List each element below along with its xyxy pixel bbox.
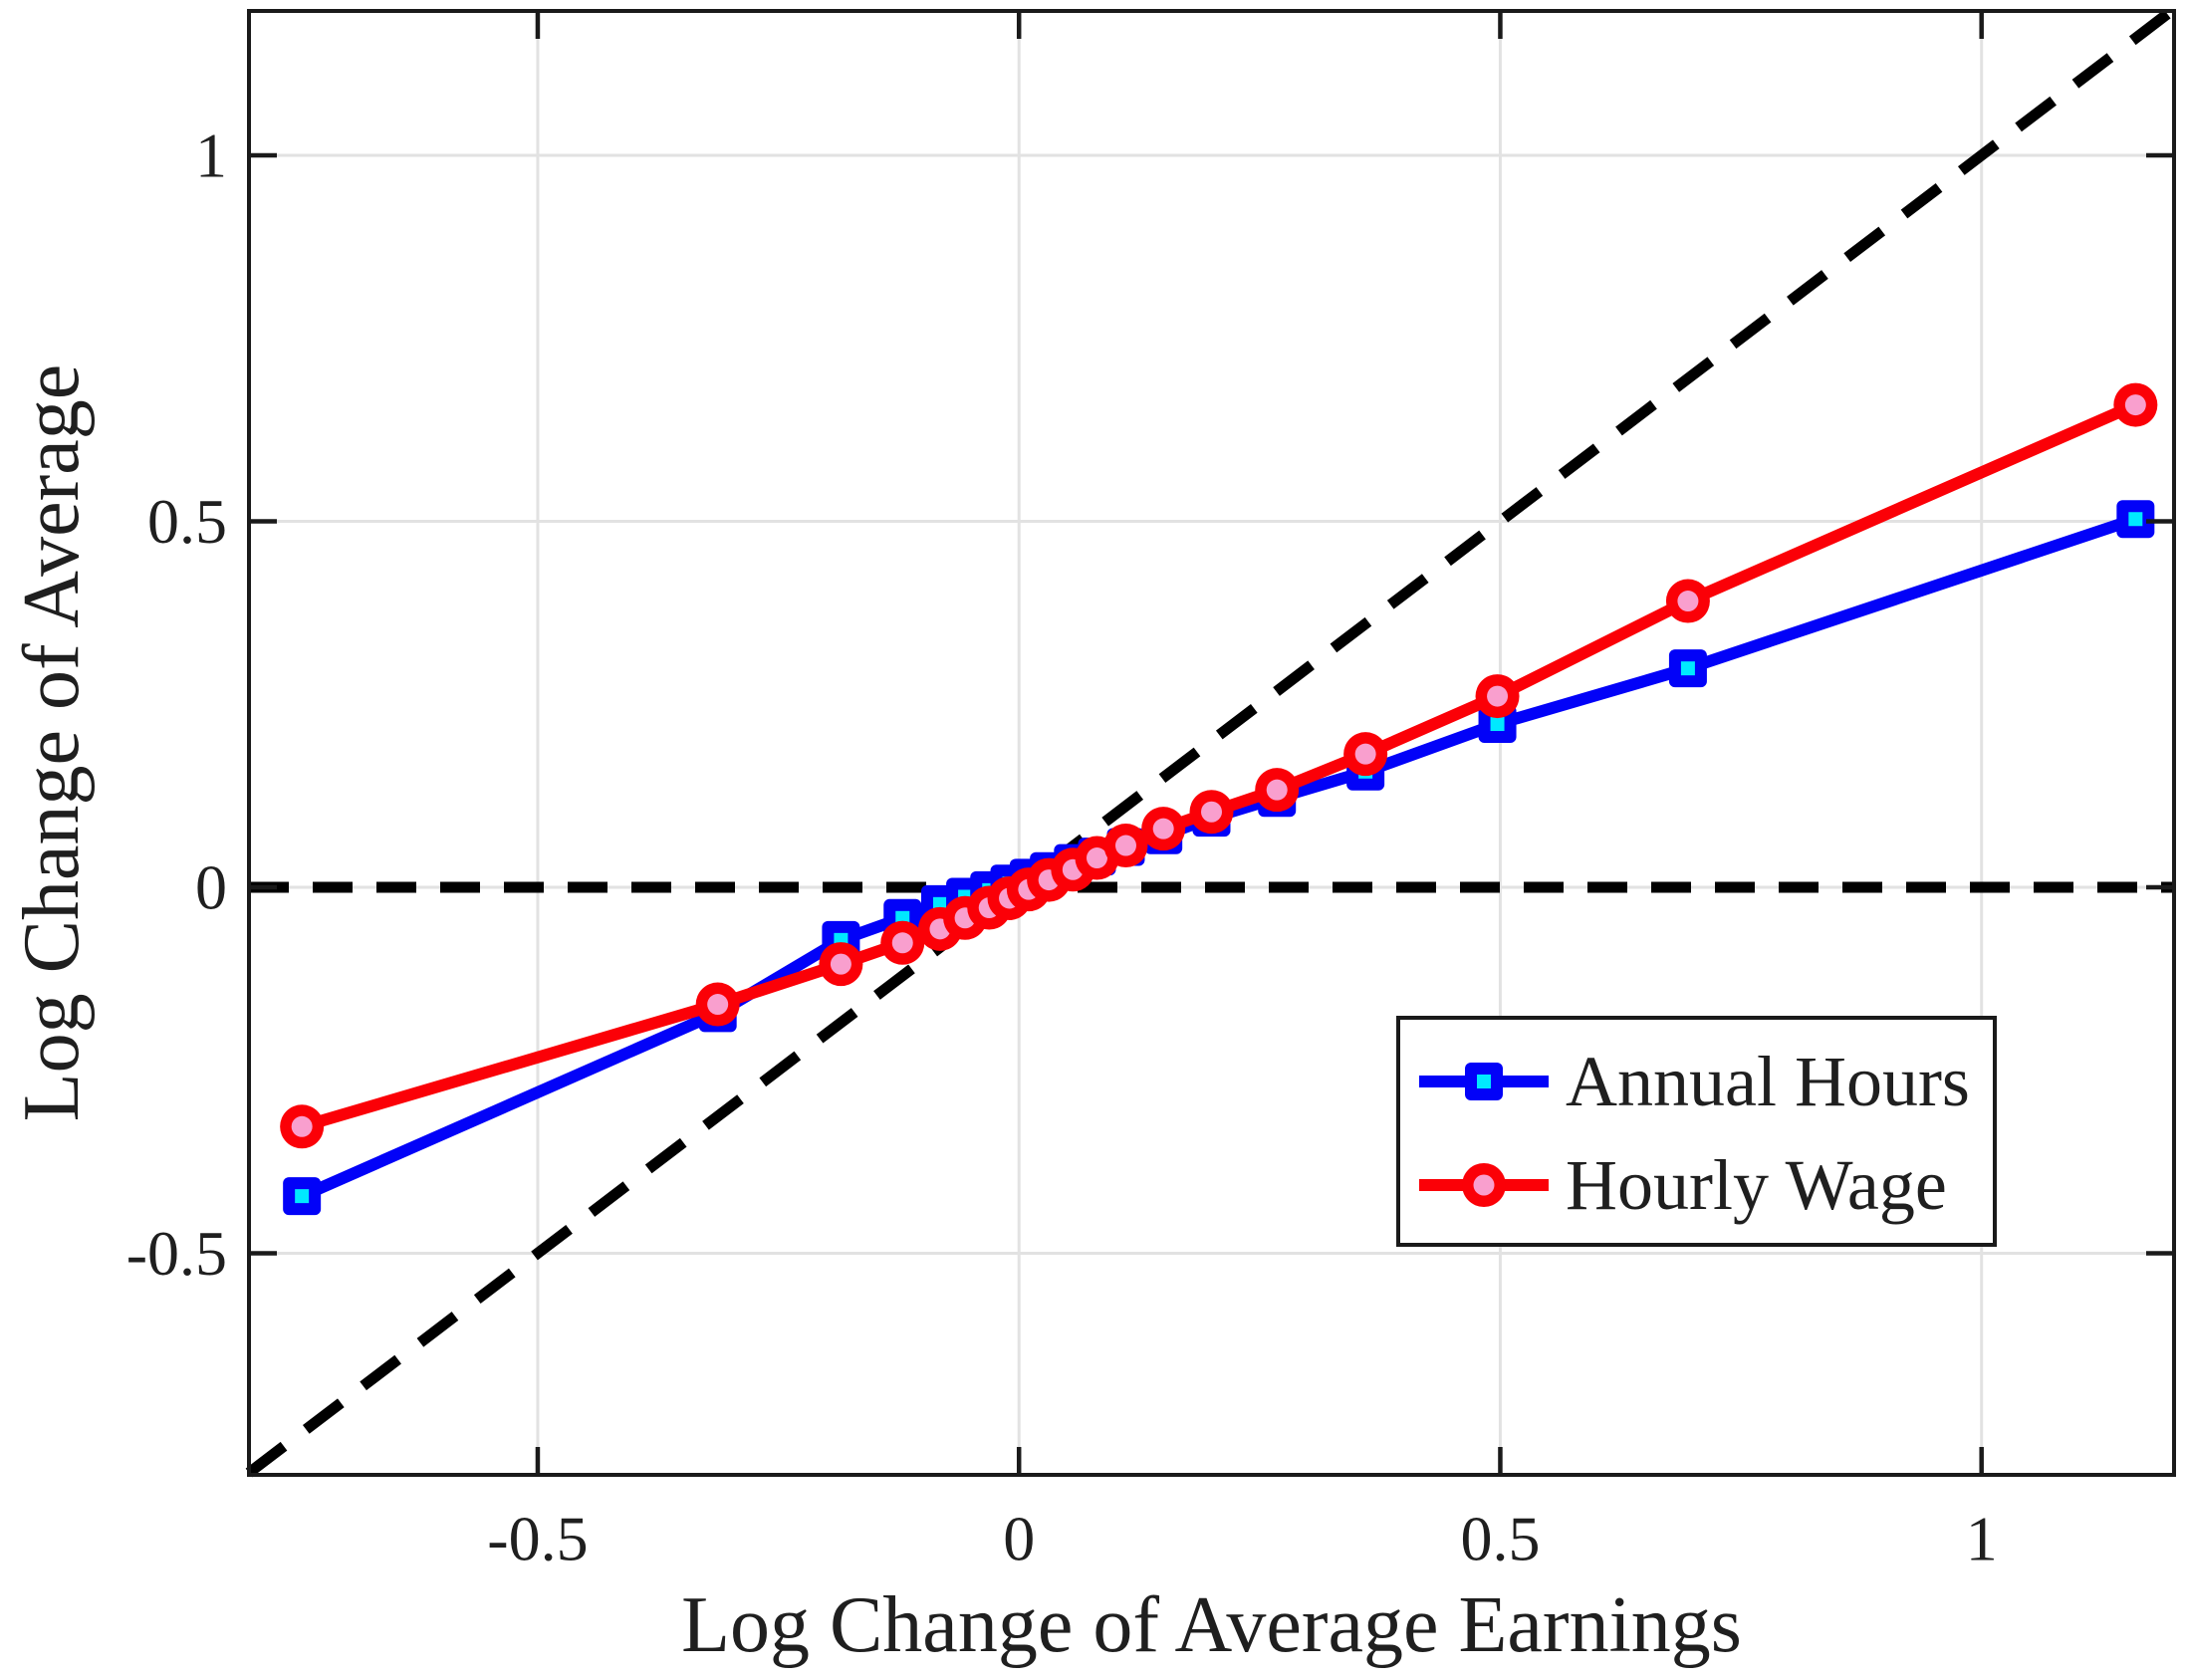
x-tick-label: 0.5 xyxy=(1460,1504,1540,1574)
legend: Annual Hours Hourly Wage xyxy=(1396,1016,1997,1247)
hourly-wage-marker-face xyxy=(2124,394,2146,416)
annual-hours-marker-face xyxy=(295,1189,310,1204)
legend-hourly-wage-label: Hourly Wage xyxy=(1566,1145,1947,1225)
annual-hours-marker-face xyxy=(1490,717,1505,732)
legend-hourly-wage-marker-face xyxy=(1473,1174,1495,1196)
diagonal-45-line xyxy=(245,4,2178,1478)
hourly-wage-series xyxy=(280,382,2158,1149)
hourly-wage-marker-face xyxy=(1354,743,1376,765)
x-axis-label: Log Change of Average Earnings xyxy=(681,1581,1742,1669)
plot-border xyxy=(247,9,2176,1477)
hourly-wage-marker-face xyxy=(830,953,851,975)
y-tick-label: 0 xyxy=(195,851,227,922)
annual-hours-marker-face xyxy=(2128,512,2143,527)
hourly-wage-marker-face xyxy=(707,994,729,1016)
y-tick-label: 1 xyxy=(195,120,227,190)
hourly-wage-marker-face xyxy=(891,932,913,954)
tick-marks xyxy=(249,11,2174,1475)
y-tick-label: -0.5 xyxy=(126,1218,227,1289)
x-tick-label: 1 xyxy=(1966,1504,1998,1574)
hourly-wage-marker-face xyxy=(1114,835,1136,856)
annual-hours-marker-face xyxy=(1680,661,1695,676)
hourly-wage-marker-face xyxy=(291,1115,313,1137)
y-tick-label: 0.5 xyxy=(147,486,227,557)
hourly-wage-marker-face xyxy=(1152,818,1174,840)
hourly-wage-marker-face xyxy=(1677,591,1699,612)
hourly-wage-marker-face xyxy=(1487,685,1509,707)
y-axis-label: Log Change of Average xyxy=(8,364,96,1121)
hourly-wage-marker-face xyxy=(1266,779,1288,801)
tick-labels: -0.5 0 0.5 1 -0.5 0 0.5 1 xyxy=(126,120,1998,1573)
legend-annual-hours-label: Annual Hours xyxy=(1566,1042,1970,1121)
x-tick-label: 0 xyxy=(1003,1504,1035,1574)
legend-annual-hours-marker-face xyxy=(1477,1075,1491,1088)
x-tick-label: -0.5 xyxy=(487,1504,588,1574)
legend-border xyxy=(1396,1016,1997,1247)
hourly-wage-marker-face xyxy=(1086,847,1107,869)
hourly-wage-marker-face xyxy=(1201,801,1222,823)
